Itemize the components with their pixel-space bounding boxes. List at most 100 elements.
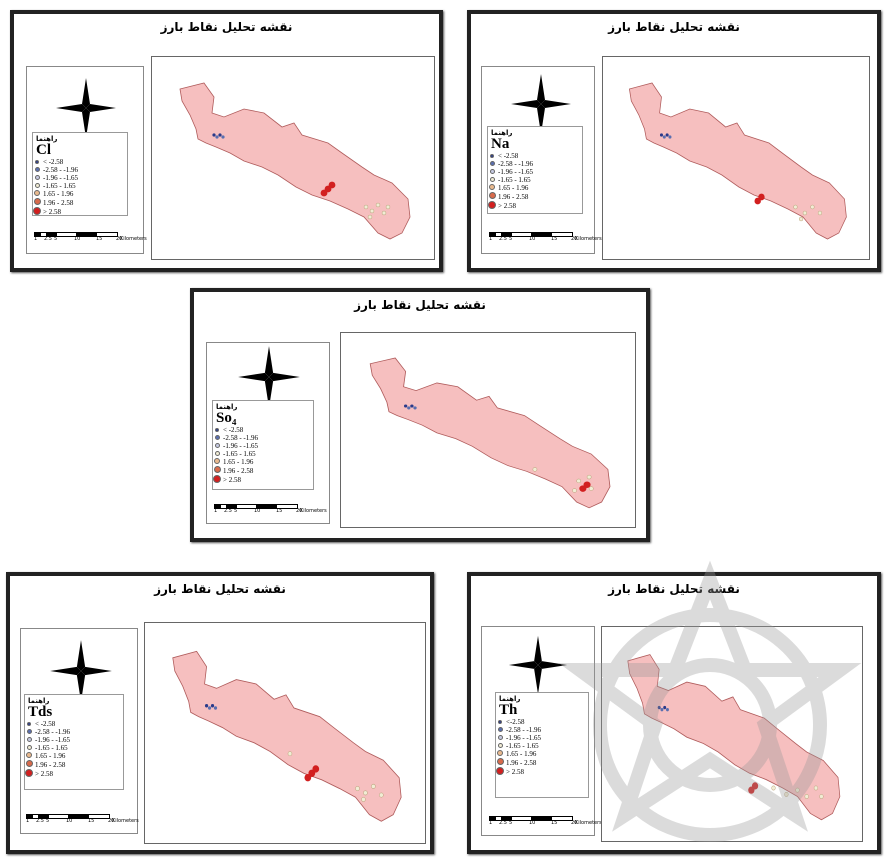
neutral-point: [798, 216, 804, 222]
legend-rows: <-2.58 -2.58 - -1.96 -1.96 - -1.65 -1.65 - …: [496, 718, 588, 777]
legend-symbol-icon: [213, 475, 221, 485]
cold-spot-point: [213, 706, 218, 710]
legend-row: -1.96 - -1.65: [33, 174, 127, 182]
legend-row-label: < -2.58: [43, 158, 64, 166]
scale-label: 2.5: [499, 820, 507, 826]
legend-row: -1.65 - 1.65: [488, 176, 582, 184]
neutral-point: [287, 751, 293, 757]
study-area-map: [628, 82, 847, 240]
legend-symbol-icon: [496, 718, 504, 726]
scale-label: 1: [26, 818, 30, 824]
legend-row-label: -1.65 - 1.65: [43, 182, 76, 190]
legend-rows: < -2.58 -2.58 - -1.96 -1.96 - -1.65 -1.65 -…: [488, 152, 582, 211]
legend-symbol-icon: [496, 750, 504, 758]
legend-symbol-icon: [213, 466, 221, 475]
scale-label: Kilometers: [575, 820, 602, 826]
hot-spot-point: [754, 197, 761, 205]
study-area-region: [369, 357, 611, 509]
hot-spot-point: [320, 189, 328, 197]
legend-row: 1.96 - 2.58: [496, 758, 588, 767]
legend-row: < -2.58: [33, 158, 127, 166]
legend-row: > 2.58: [496, 767, 588, 777]
scale-label: 10: [529, 820, 536, 826]
panel-title: نقشه تحلیل نقاط بارز: [354, 298, 486, 312]
map-frame: [602, 56, 870, 260]
legend-symbol-icon: [213, 442, 221, 450]
scale-segment: [551, 816, 573, 821]
legend-row: > 2.58: [488, 201, 582, 211]
map-panel-na: نقشه تحلیل نقاط بارز راهنما Na < -2.58 -2…: [467, 10, 881, 272]
legend-row-label: -1.96 - -1.65: [35, 736, 70, 744]
legend-row: < -2.58: [213, 426, 313, 434]
legend-element-name: Th: [499, 702, 518, 718]
legend-row-label: -1.96 - -1.65: [223, 442, 258, 450]
legend-symbol-icon: [25, 736, 33, 744]
legend-row: 1.65 - 1.96: [213, 458, 313, 466]
scale-segment: [551, 232, 573, 237]
scale-label: 15: [88, 818, 95, 824]
scale-label: 15: [96, 236, 103, 242]
legend-symbol-icon: [33, 198, 41, 207]
cold-spot-point: [663, 705, 667, 710]
legend-row-label: 1.96 - 2.58: [35, 760, 66, 769]
legend-symbol-icon: [488, 201, 496, 211]
neutral-point: [367, 214, 373, 220]
watermark-logo-icon: [558, 560, 862, 842]
legend-row: -1.96 - -1.65: [213, 442, 313, 450]
legend-row-label: -2.58 - -1.96: [223, 434, 258, 442]
neutral-point: [371, 783, 376, 789]
legend-row: -1.96 - -1.65: [488, 168, 582, 176]
legend-symbol-icon: [25, 728, 33, 736]
legend-row: 1.65 - 1.96: [496, 750, 588, 758]
map-frame: [340, 332, 636, 528]
scale-label: 10: [529, 236, 536, 242]
cold-spot-point: [210, 704, 215, 708]
legend-symbol-icon: [488, 176, 496, 184]
legend-row-label: -2.58 - -1.96: [498, 160, 533, 168]
neutral-point: [817, 210, 823, 216]
legend: راهنما So₄ < -2.58 -2.58 - -1.96 -1.96 - -…: [212, 400, 314, 490]
scale-label: 10: [254, 508, 261, 514]
scale-label: 2.5: [44, 236, 52, 242]
map-panel-so4: نقشه تحلیل نقاط بارز راهنما So₄ < -2.58-…: [190, 288, 650, 542]
legend-symbol-icon: [25, 720, 33, 728]
legend-heading: راهنما: [36, 135, 58, 143]
legend-row: 1.65 - 1.96: [488, 184, 582, 192]
cold-spot-point: [410, 404, 414, 408]
scale-segment: [96, 232, 118, 237]
legend-symbol-icon: [25, 760, 33, 769]
legend-row-label: 1.65 - 1.96: [506, 750, 537, 758]
legend-row-label: 1.65 - 1.96: [223, 458, 254, 466]
scale-label: 20: [116, 236, 123, 242]
panel-title: نقشه تحلیل نقاط بارز: [160, 20, 293, 34]
scale-bar: 1 2.5 5 10 15 20 Kilometers: [214, 504, 327, 518]
legend-heading: راهنما: [499, 695, 521, 703]
cold-spot-point: [221, 135, 225, 139]
legend-symbol-icon: [213, 458, 221, 466]
legend-symbol-icon: [496, 734, 504, 742]
legend-row-label: -2.58 - -1.96: [506, 726, 541, 734]
legend-row: -1.65 - 1.65: [25, 744, 123, 752]
neutral-point: [379, 792, 384, 798]
legend-row-label: < -2.58: [223, 426, 244, 434]
scale-label: 2.5: [499, 236, 507, 242]
neutral-point: [586, 474, 592, 480]
hot-spot-point: [328, 181, 336, 189]
study-area-map: [179, 82, 411, 240]
hot-spot-point: [304, 773, 312, 782]
study-area-region: [627, 654, 841, 821]
scale-label: 5: [509, 820, 513, 826]
legend: راهنما Tds < -2.58 -2.58 - -1.96 -1.96 - -…: [24, 694, 124, 790]
legend-symbol-icon: [25, 752, 33, 760]
neutral-point: [771, 785, 776, 791]
cold-spot-point: [665, 707, 669, 712]
scale-label: 15: [551, 820, 558, 826]
legend-row-label: -1.65 - 1.65: [498, 176, 531, 184]
cold-spot-point: [215, 135, 219, 139]
neutral-point: [810, 204, 815, 210]
legend-heading: راهنما: [216, 403, 238, 411]
legend-row-label: -1.96 - -1.65: [498, 168, 533, 176]
legend-row: > 2.58: [25, 769, 123, 779]
neutral-point: [819, 794, 824, 799]
neutral-point: [813, 785, 818, 791]
